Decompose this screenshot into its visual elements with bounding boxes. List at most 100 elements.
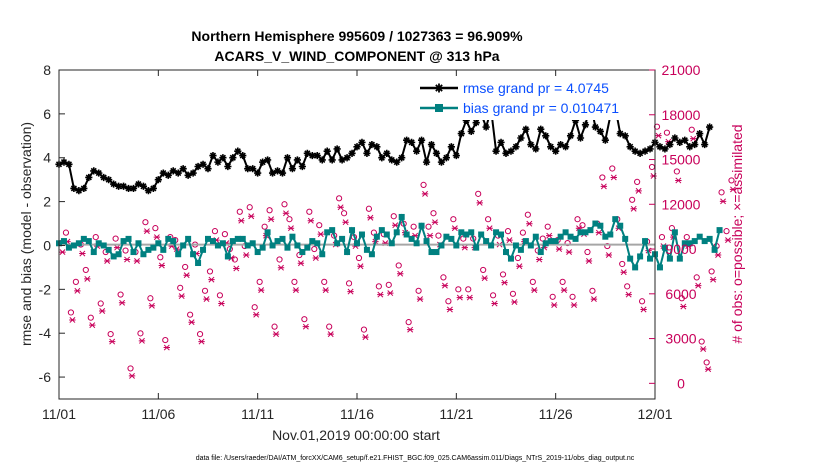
rmse-point: [318, 156, 326, 164]
bias-point: [547, 238, 554, 245]
obs-assimilated-point: [431, 219, 439, 226]
obs-assimilated-point: [362, 334, 369, 341]
rmse-point: [467, 127, 475, 136]
bias-point: [542, 240, 549, 247]
obs-possible-point: [514, 254, 522, 262]
obs-possible-point: [579, 222, 586, 229]
obs-assimilated-point: [367, 214, 374, 221]
obs-possible-point: [117, 291, 124, 298]
y2-tick-label: 12000: [662, 196, 701, 212]
y-tick-label: -4: [39, 325, 52, 341]
legend-box: [436, 76, 648, 120]
rmse-point: [452, 151, 460, 160]
bias-point: [354, 240, 360, 247]
chart-subtitle: ACARS_V_WIND_COMPONENT @ 313 hPa: [214, 48, 499, 64]
obs-possible-point: [589, 287, 596, 294]
obs-possible-point: [276, 256, 283, 263]
obs-possible-point: [142, 219, 149, 226]
y-tick-label: -2: [39, 281, 52, 297]
obs-possible-point: [480, 266, 487, 274]
bias-point: [135, 240, 142, 247]
rmse-point: [273, 167, 282, 175]
rmse-point: [601, 136, 609, 144]
bias-point: [373, 233, 380, 240]
rmse-point: [308, 151, 316, 160]
obs-possible-point: [196, 330, 204, 338]
obs-possible-point: [365, 205, 373, 212]
obs-assimilated-point: [277, 264, 285, 271]
obs-possible-point: [306, 208, 313, 215]
x-tick-label: 11/06: [141, 406, 175, 422]
obs-possible-point: [683, 234, 690, 241]
y2-tick-label: 21000: [662, 62, 701, 78]
obs-assimilated-point: [491, 300, 498, 307]
bias-point: [234, 235, 241, 242]
bias-point: [602, 233, 609, 240]
rmse-point: [497, 138, 505, 146]
rmse-point: [706, 123, 714, 131]
rmse-point: [492, 147, 500, 155]
legend-rmse-label: rmse grand pr = 4.0745: [463, 80, 609, 96]
rmse-point: [244, 165, 252, 173]
obs-possible-point: [221, 231, 228, 238]
bias-point: [701, 238, 708, 245]
obs-assimilated-point: [123, 256, 131, 263]
obs-possible-point: [127, 365, 134, 372]
rmse-point: [283, 154, 292, 162]
rmse-point: [234, 147, 242, 155]
obs-possible-point: [256, 278, 263, 285]
obs-possible-point: [286, 216, 293, 223]
obs-possible-point: [599, 174, 606, 181]
y-axis-label: rmse and bias (model - observation): [18, 122, 34, 346]
bias-point: [314, 240, 321, 247]
obs-assimilated-point: [476, 199, 483, 206]
y2-tick-label: 0: [677, 375, 685, 391]
bias-point: [612, 216, 619, 223]
y2-tick-label: 9000: [665, 241, 696, 257]
bias-point: [671, 229, 678, 236]
obs-possible-point: [206, 268, 214, 275]
bias-point: [185, 235, 192, 242]
rmse-point: [95, 169, 103, 177]
bias-point: [239, 235, 246, 242]
obs-possible-point: [326, 323, 333, 330]
obs-assimilated-point: [158, 262, 166, 269]
x-tick-label: 11/21: [439, 406, 473, 422]
bias-point: [686, 240, 693, 247]
rmse-point: [224, 162, 232, 171]
rmse-point: [566, 132, 575, 140]
bias-point: [344, 249, 351, 256]
bias-point: [458, 229, 465, 236]
bias-point: [200, 246, 207, 253]
rmse-point: [691, 140, 699, 149]
obs-possible-point: [450, 216, 457, 223]
bias-point: [716, 227, 723, 234]
obs-assimilated-point: [675, 177, 682, 184]
obs-assimilated-point: [272, 331, 280, 338]
obs-assimilated-point: [516, 263, 523, 270]
obs-possible-point: [658, 234, 666, 241]
rmse-point: [432, 149, 441, 157]
bias-point: [334, 240, 341, 247]
bias-point: [110, 253, 117, 260]
obs-possible-point: [261, 223, 268, 230]
rmse-point: [532, 145, 540, 153]
obs-assimilated-point: [426, 232, 434, 239]
obs-possible-point: [455, 286, 462, 293]
obs-possible-point: [291, 278, 298, 285]
bias-point: [453, 242, 460, 249]
y-tick-label: 2: [43, 194, 51, 210]
obs-possible-point: [87, 314, 94, 321]
obs-possible-point: [375, 283, 382, 290]
bias-point: [632, 264, 639, 271]
obs-assimilated-point: [99, 308, 106, 314]
bias-point: [393, 229, 400, 236]
bias-point: [517, 246, 524, 253]
rmse-point: [552, 147, 560, 155]
bias-point: [140, 251, 147, 258]
obs-assimilated-point: [128, 372, 136, 379]
obs-assimilated-point: [342, 219, 349, 226]
obs-possible-point: [395, 262, 402, 269]
obs-possible-point: [663, 129, 671, 136]
legend-rmse-star: [434, 83, 444, 93]
